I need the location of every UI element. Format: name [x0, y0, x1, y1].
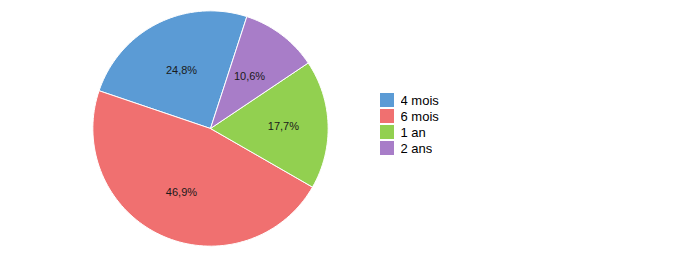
html-text:1 an: 1 an	[400, 124, 426, 140]
html-text:2 ans: 2 ans	[400, 140, 433, 156]
svg-text:17,7%: 17,7%	[268, 119, 299, 131]
html-text:4 mois: 4 mois	[400, 92, 439, 108]
svg-text:46,9%: 46,9%	[166, 186, 197, 198]
svg-text:24,8%: 24,8%	[166, 64, 197, 76]
html-text:6 mois: 6 mois	[400, 108, 439, 124]
svg-text:10,6%: 10,6%	[234, 70, 265, 82]
